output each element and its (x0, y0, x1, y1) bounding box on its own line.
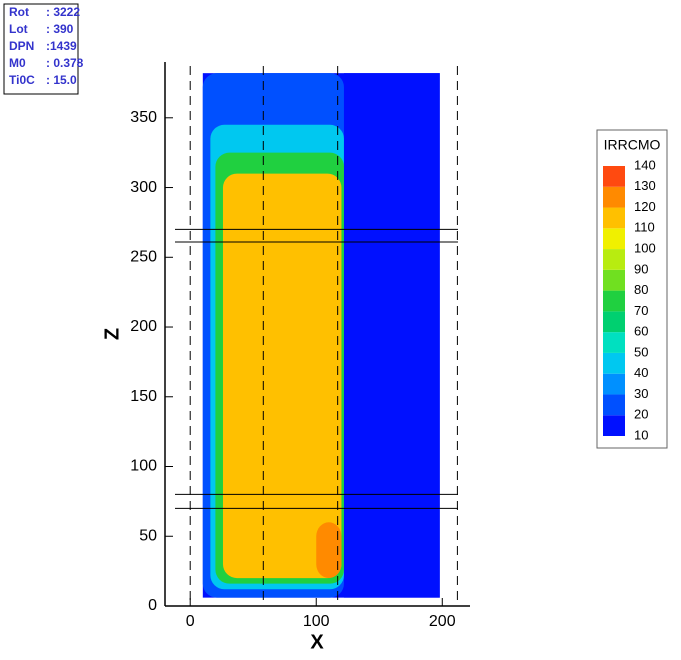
x-tick-label: 0 (186, 613, 195, 630)
colorbar-label: 120 (634, 199, 656, 214)
colorbar-swatch (603, 228, 625, 250)
colorbar-label: 10 (634, 427, 648, 442)
colorbar-label: 50 (634, 344, 648, 359)
info-label: Ti0C (9, 73, 35, 87)
x-tick-label: 100 (303, 613, 330, 630)
colorbar-label: 90 (634, 261, 648, 276)
info-value: :1439 (46, 39, 77, 53)
colorbar-swatch (603, 352, 625, 374)
y-tick-label: 100 (130, 458, 157, 475)
colorbar-label: 30 (634, 386, 648, 401)
colorbar-label: 110 (634, 220, 655, 235)
colorbar-swatch (603, 373, 625, 395)
colorbar-swatch (603, 290, 625, 312)
colorbar-label: 70 (634, 303, 648, 318)
y-tick-label: 0 (148, 597, 157, 614)
y-tick-label: 200 (130, 318, 157, 335)
colorbar-label: 60 (634, 324, 648, 339)
colorbar-label: 130 (634, 178, 656, 193)
info-label: M0 (9, 56, 26, 70)
colorbar-swatch (603, 186, 625, 208)
y-tick-label: 250 (130, 249, 157, 266)
y-axis-label: Z (101, 328, 123, 340)
colorbar-swatch (603, 394, 625, 416)
y-tick-label: 50 (139, 527, 157, 544)
colorbar-swatch (603, 332, 625, 353)
colorbar-swatch (603, 249, 625, 270)
colorbar-swatch (603, 166, 625, 187)
info-label: DPN (9, 39, 34, 53)
info-label: Lot (9, 22, 28, 36)
info-value: : 3222 (46, 5, 80, 19)
info-value: : 390 (46, 22, 74, 36)
y-tick-label: 150 (130, 388, 157, 405)
x-axis-label: X (310, 631, 324, 653)
y-tick-label: 350 (130, 109, 157, 126)
colorbar-title: IRRCMO (604, 137, 661, 153)
colorbar-label: 140 (634, 157, 656, 172)
colorbar-label: 40 (634, 365, 648, 380)
info-box (3, 3, 79, 95)
x-tick-label: 200 (429, 613, 456, 630)
colorbar-swatch (603, 207, 625, 229)
info-value: : 0.378 (46, 56, 84, 70)
info-value: : 15.0 (46, 73, 77, 87)
info-label: Rot (9, 5, 29, 19)
colorbar-swatch (603, 269, 625, 291)
colorbar-label: 80 (634, 282, 648, 297)
contour-region (316, 522, 342, 579)
contour-region (222, 173, 342, 579)
colorbar-label: 100 (634, 241, 656, 256)
colorbar-label: 20 (634, 407, 648, 422)
colorbar-swatch (603, 311, 625, 333)
contour-region (343, 73, 440, 598)
y-tick-label: 300 (130, 179, 157, 196)
colorbar-swatch (603, 415, 625, 436)
